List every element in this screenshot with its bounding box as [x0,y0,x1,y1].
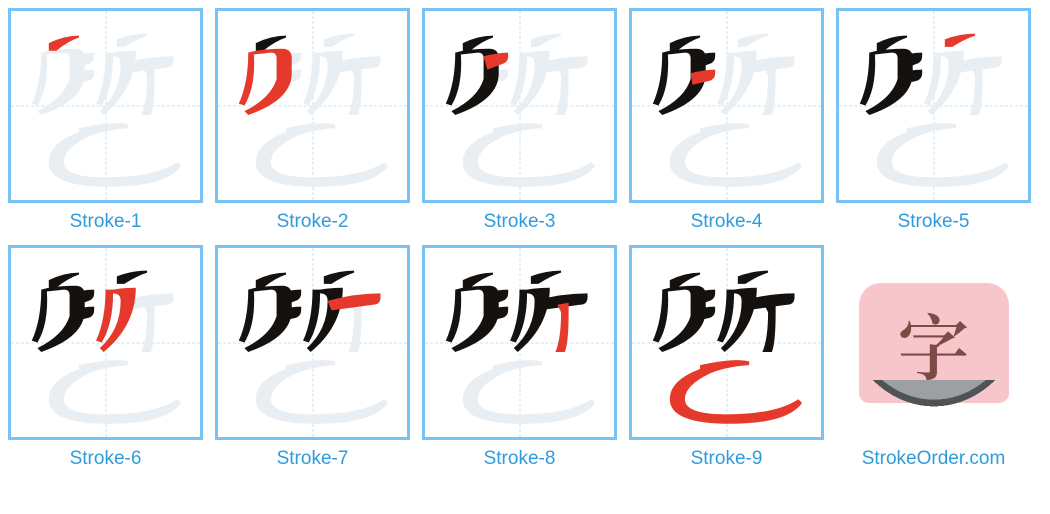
stroke-cell-3: Stroke-3 [422,8,617,233]
glyph-svg [11,248,200,437]
logo-pencil-tip [859,380,1009,426]
tile [215,245,410,440]
stroke-label: Stroke-8 [484,448,556,470]
stroke-label: Stroke-5 [898,211,970,233]
tile [215,8,410,203]
stroke-cell-4: Stroke-4 [629,8,824,233]
tile [836,8,1031,203]
stroke-label: Stroke-4 [691,211,763,233]
glyph-wrap [839,11,1028,200]
glyph-svg [632,248,821,437]
glyph-wrap [632,11,821,200]
stroke-cell-7: Stroke-7 [215,245,410,470]
tile [8,8,203,203]
tile [8,245,203,440]
stroke-cell-9: Stroke-9 [629,245,824,470]
logo-cell: 字 StrokeOrder.com [836,245,1031,470]
glyph-wrap [11,248,200,437]
glyph-wrap [218,248,407,437]
logo-char: 字 [897,291,969,395]
glyph-svg [632,11,821,200]
stroke-cell-1: Stroke-1 [8,8,203,233]
stroke-label: Stroke-1 [70,211,142,233]
glyph-wrap [11,11,200,200]
glyph-svg [11,11,200,200]
stroke-cell-8: Stroke-8 [422,245,617,470]
stroke-label: Stroke-6 [70,448,142,470]
stroke-label: Stroke-2 [277,211,349,233]
stroke-label: Stroke-9 [691,448,763,470]
tile [422,8,617,203]
glyph-wrap [425,11,614,200]
tile [629,8,824,203]
site-label[interactable]: StrokeOrder.com [862,448,1006,470]
stroke-cell-2: Stroke-2 [215,8,410,233]
tile [629,245,824,440]
glyph-svg [425,11,614,200]
glyph-svg [218,11,407,200]
stroke-label: Stroke-7 [277,448,349,470]
glyph-wrap [218,11,407,200]
tile [422,245,617,440]
stroke-order-grid: Stroke-1 Stroke-2 Stroke-3 Stroke-4 [8,8,1042,470]
stroke-label: Stroke-3 [484,211,556,233]
glyph-svg [839,11,1028,200]
stroke-cell-5: Stroke-5 [836,8,1031,233]
glyph-wrap [632,248,821,437]
logo-tile: 字 [836,245,1031,440]
glyph-svg [425,248,614,437]
glyph-wrap [425,248,614,437]
glyph-svg [218,248,407,437]
stroke-cell-6: Stroke-6 [8,245,203,470]
